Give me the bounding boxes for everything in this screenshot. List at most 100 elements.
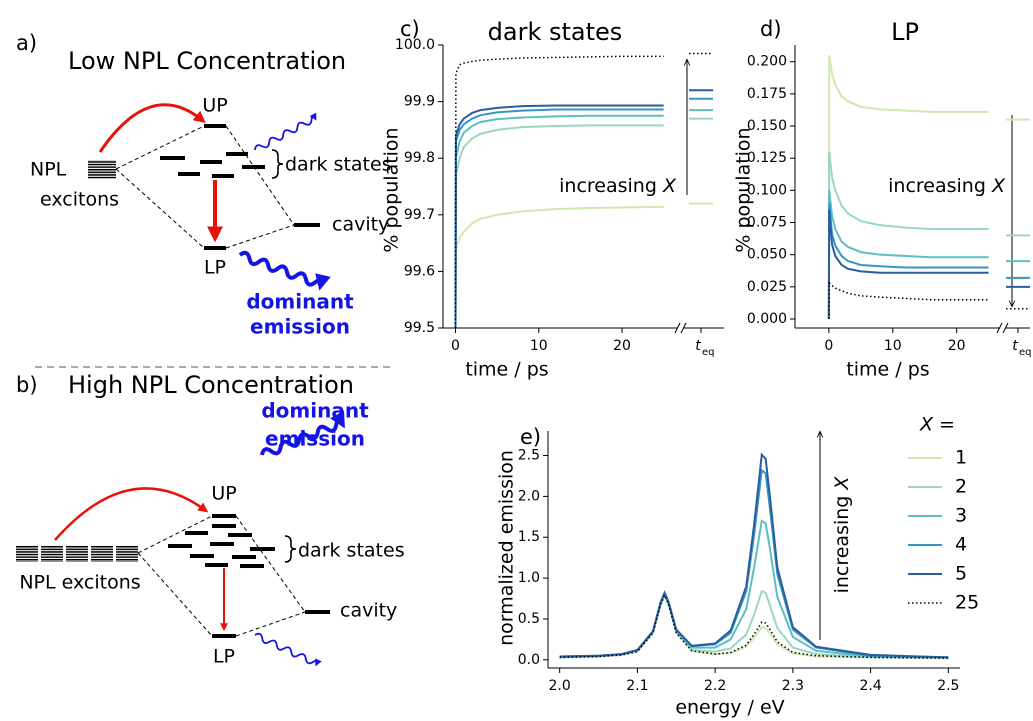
cavity-label: cavity [332, 214, 389, 236]
x-tick-label: 2.3 [782, 678, 804, 694]
brace [284, 535, 297, 563]
series-line [559, 589, 949, 659]
y-tick-label: 0.100 [747, 182, 787, 198]
legend-label: 2 [955, 476, 967, 498]
exciton-icon [88, 160, 116, 179]
y-tick-label: 0.150 [747, 118, 787, 134]
chart-title: LP [891, 18, 919, 46]
x-tick-label: 10 [530, 338, 548, 354]
emission-label: emission [265, 427, 365, 451]
panel-label: b) [16, 373, 38, 397]
y-tick-label: 99.7 [404, 207, 435, 223]
y-tick-label: 100.0 [395, 37, 435, 53]
x-tick-label: 10 [884, 338, 902, 354]
x-tick-label: 0 [451, 338, 460, 354]
legend-label: 1 [955, 447, 967, 469]
series-line [559, 593, 949, 659]
emission-label: emission [250, 315, 350, 339]
chart-title: dark states [488, 18, 623, 46]
annotation-var: X [831, 476, 853, 491]
strong-emission [260, 410, 345, 456]
x-tick-label: 2.2 [704, 678, 726, 694]
x-axis-label: energy / eV [675, 697, 784, 719]
x-tick-label: t [1012, 338, 1018, 354]
legend-label: 25 [955, 592, 979, 614]
diagram-a: a) Low NPL Concentration UP LP NPL excit… [16, 31, 392, 339]
series-line [454, 205, 664, 329]
weak-emission [254, 112, 317, 151]
y-tick-label: 0.200 [747, 54, 787, 70]
strong-emission [238, 250, 331, 291]
panel-title: High NPL Concentration [68, 371, 354, 399]
x-tick-label: 0 [824, 338, 833, 354]
x-tick-label: t [695, 338, 701, 354]
x-tick-label: 2.0 [549, 678, 571, 694]
panel-label: d) [760, 17, 782, 41]
source-label: excitons [40, 189, 119, 211]
coupling-lines [115, 125, 295, 249]
cavity-label: cavity [340, 600, 397, 622]
legend-label: 4 [955, 534, 967, 556]
exciton-icons [16, 545, 138, 562]
x-tick-sub: eq [702, 347, 715, 358]
legend-title: X = [919, 414, 955, 436]
axis-break [996, 322, 1009, 334]
transfer-arrow [98, 103, 206, 153]
annotation: increasing X [888, 175, 1006, 197]
y-tick-label: 2.0 [518, 488, 540, 504]
lp-label: LP [213, 646, 235, 668]
panel-label: a) [16, 31, 37, 55]
series-line [559, 452, 949, 659]
x-axis-label: time / ps [465, 359, 548, 381]
y-tick-label: 99.9 [404, 94, 435, 110]
series-line [454, 108, 664, 329]
y-tick-label: 0.0 [518, 652, 540, 668]
series-line [827, 55, 989, 320]
annotation: increasing X [831, 476, 853, 594]
y-tick-label: 1.0 [518, 570, 540, 586]
panel-title: Low NPL Concentration [68, 47, 346, 75]
levels [168, 514, 330, 638]
y-tick-label: 99.8 [404, 150, 435, 166]
annotation-text: increasing [831, 496, 853, 594]
x-tick-label: 20 [948, 338, 966, 354]
y-tick-label: 1.5 [518, 529, 540, 545]
axis-break [674, 322, 687, 334]
y-tick-label: 99.5 [404, 320, 435, 336]
up-label: UP [202, 95, 227, 117]
emission-label: dominant [261, 399, 369, 423]
x-tick-label: 2.5 [937, 678, 959, 694]
x-tick-label: 20 [613, 338, 631, 354]
y-axis-label: % population [733, 127, 755, 252]
source-label: NPL [30, 159, 67, 181]
x-axis-label: time / ps [846, 359, 929, 381]
series-line [454, 104, 664, 329]
panel-label: c) [400, 17, 420, 41]
y-tick-label: 0.050 [747, 247, 787, 263]
annotation-var: X [662, 175, 677, 197]
annotation-text: increasing [559, 175, 657, 197]
levels [160, 124, 320, 250]
y-axis-label: % population [381, 127, 403, 252]
transfer-arrow [54, 487, 209, 541]
brace [271, 149, 284, 179]
x-tick-label: 2.1 [626, 678, 648, 694]
y-tick-label: 99.6 [404, 263, 435, 279]
diagram-b: b) High NPL Concentration UP LP NPL exci… [16, 371, 405, 668]
y-axis-label: normalized emission [496, 450, 518, 646]
annotation: increasing X [559, 175, 677, 197]
y-tick-label: 2.5 [518, 448, 540, 464]
y-tick-label: 0.025 [747, 279, 787, 295]
y-tick-label: 0.175 [747, 86, 787, 102]
legend-label: 5 [955, 563, 967, 585]
legend-label: 3 [955, 505, 967, 527]
source-label: NPL excitons [19, 572, 140, 594]
annotation-var: X [991, 175, 1006, 197]
x-tick-sub: eq [1019, 347, 1032, 358]
dark-label: dark states [285, 154, 392, 176]
coupling-lines [137, 515, 306, 637]
weak-emission [254, 632, 322, 667]
y-tick-label: 0.000 [747, 311, 787, 327]
y-tick-label: 0.5 [518, 611, 540, 627]
